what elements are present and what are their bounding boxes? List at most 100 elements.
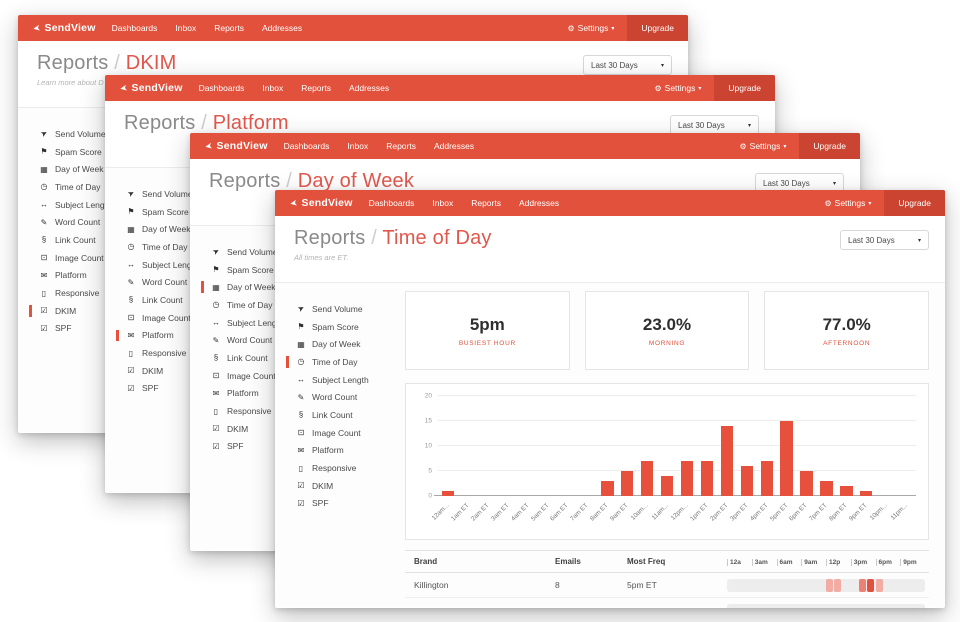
sidebar-item-platform[interactable]: ✉ Platform <box>296 442 405 460</box>
sidebar-item-day-of-week[interactable]: ▦ Day of Week <box>296 335 405 353</box>
nav-item-addresses[interactable]: Addresses <box>518 198 560 208</box>
sidebar-item-day-of-week[interactable]: ▦ Day of Week <box>126 220 235 238</box>
x-tick-label: 9pm ET <box>848 502 869 523</box>
sidebar-item-time-of-day[interactable]: ◷ Time of Day <box>211 296 320 314</box>
sidebar-item-link-count[interactable]: § Link Count <box>39 231 148 249</box>
sidebar-item-send-volume[interactable]: ➤ Send Volume <box>211 243 320 261</box>
brand-logo[interactable]: ➤ SendView <box>190 133 284 159</box>
sidebar-item-send-volume[interactable]: ➤ Send Volume <box>39 125 148 143</box>
breadcrumb-reports[interactable]: Reports <box>124 112 196 134</box>
nav-item-inbox[interactable]: Inbox <box>262 83 284 93</box>
sidebar-item-spam-score[interactable]: ⚑ Spam Score <box>211 261 320 279</box>
sidebar-item-responsive[interactable]: ▯ Responsive <box>39 284 148 302</box>
sidebar-item-time-of-day[interactable]: ◷ Time of Day <box>39 178 148 196</box>
nav-item-dashboards[interactable]: Dashboards <box>111 23 158 33</box>
sidebar-item-responsive[interactable]: ▯ Responsive <box>296 459 405 477</box>
sidebar-item-platform[interactable]: ✉ Platform <box>39 267 148 285</box>
sidebar-item-dkim[interactable]: ☑ DKIM <box>29 302 148 320</box>
nav-item-inbox[interactable]: Inbox <box>432 198 454 208</box>
nav-item-reports[interactable]: Reports <box>214 23 244 33</box>
sidebar-item-label: Time of Day <box>227 299 273 310</box>
sidebar-item-spf[interactable]: ☑ SPF <box>39 320 148 338</box>
sidebar-item-responsive[interactable]: ▯ Responsive <box>211 402 320 420</box>
gear-icon: ⚙ <box>654 83 662 93</box>
nav-item-addresses[interactable]: Addresses <box>348 83 390 93</box>
sidebar-item-subject-length[interactable]: ↔ Subject Length <box>126 256 235 274</box>
sidebar-item-dkim[interactable]: ☑ DKIM <box>296 477 405 495</box>
settings-menu[interactable]: ⚙ Settings ▾ <box>811 190 884 216</box>
sidebar-item-send-volume[interactable]: ➤ Send Volume <box>296 300 405 318</box>
nav-item-dashboards[interactable]: Dashboards <box>283 141 330 151</box>
sidebar-item-link-count[interactable]: § Link Count <box>126 291 235 309</box>
sidebar-item-spam-score[interactable]: ⚑ Spam Score <box>39 143 148 161</box>
sidebar-item-label: Responsive <box>55 288 100 299</box>
sidebar-item-time-of-day[interactable]: ◷ Time of Day <box>126 238 235 256</box>
sidebar-item-subject-length[interactable]: ↔ Subject Length <box>211 314 320 332</box>
sidebar-item-label: Spam Score <box>142 206 189 217</box>
sidebar-item-image-count[interactable]: ⊡ Image Count <box>39 249 148 267</box>
sidebar-item-word-count[interactable]: ✎ Word Count <box>296 388 405 406</box>
brand-logo[interactable]: ➤ SendView <box>18 15 112 41</box>
breadcrumb-reports[interactable]: Reports <box>37 52 109 74</box>
upgrade-button[interactable]: Upgrade <box>627 15 688 41</box>
settings-menu[interactable]: ⚙ Settings ▾ <box>641 75 714 101</box>
sidebar-item-platform[interactable]: ✉ Platform <box>211 385 320 403</box>
sidebar-item-dkim[interactable]: ☑ DKIM <box>126 362 235 380</box>
sidebar-item-time-of-day[interactable]: ◷ Time of Day <box>286 353 405 371</box>
sidebar-item-image-count[interactable]: ⊡ Image Count <box>211 367 320 385</box>
bar-slot <box>896 396 916 496</box>
sidebar-item-word-count[interactable]: ✎ Word Count <box>211 331 320 349</box>
bar-slot <box>597 396 617 496</box>
sidebar-item-subject-length[interactable]: ↔ Subject Length <box>39 196 148 214</box>
nav-item-inbox[interactable]: Inbox <box>347 141 369 151</box>
settings-menu[interactable]: ⚙ Settings ▾ <box>554 15 627 41</box>
sidebar-item-word-count[interactable]: ✎ Word Count <box>39 213 148 231</box>
sidebar-item-link-count[interactable]: § Link Count <box>211 349 320 367</box>
sidebar-item-dkim[interactable]: ☑ DKIM <box>211 420 320 438</box>
primary-nav: Dashboards Inbox Reports Addresses <box>112 15 303 41</box>
sidebar-item-label: Link Count <box>55 234 96 245</box>
sidebar-item-day-of-week[interactable]: ▦ Day of Week <box>201 278 320 296</box>
brand-logo[interactable]: ➤ SendView <box>105 75 199 101</box>
settings-menu[interactable]: ⚙ Settings ▾ <box>726 133 799 159</box>
sidebar-item-label: Spam Score <box>227 264 274 275</box>
sidebar-item-send-volume[interactable]: ➤ Send Volume <box>126 185 235 203</box>
upgrade-button[interactable]: Upgrade <box>884 190 945 216</box>
x-tick-label: 3am ET <box>489 502 511 523</box>
nav-item-reports[interactable]: Reports <box>301 83 331 93</box>
bar-slot <box>458 396 478 496</box>
caret-down-icon: ▾ <box>611 25 615 32</box>
nav-item-inbox[interactable]: Inbox <box>175 23 197 33</box>
sidebar-item-spf[interactable]: ☑ SPF <box>296 495 405 513</box>
sidebar-item-image-count[interactable]: ⊡ Image Count <box>126 309 235 327</box>
nav-item-addresses[interactable]: Addresses <box>433 141 475 151</box>
sidebar-item-spf[interactable]: ☑ SPF <box>211 438 320 456</box>
bar-9am-et <box>621 471 634 496</box>
brand-logo[interactable]: ➤ SendView <box>275 190 369 216</box>
nav-item-addresses[interactable]: Addresses <box>261 23 303 33</box>
nav-item-dashboards[interactable]: Dashboards <box>368 198 415 208</box>
period-dropdown[interactable]: Last 30 Days ▾ <box>583 55 672 75</box>
sidebar-item-day-of-week[interactable]: ▦ Day of Week <box>39 160 148 178</box>
upgrade-button[interactable]: Upgrade <box>799 133 860 159</box>
breadcrumb-reports[interactable]: Reports <box>294 227 366 249</box>
sidebar-item-subject-length[interactable]: ↔ Subject Length <box>296 371 405 389</box>
period-dropdown[interactable]: Last 30 Days ▾ <box>840 230 929 250</box>
upgrade-button[interactable]: Upgrade <box>714 75 775 101</box>
sidebar-item-image-count[interactable]: ⊡ Image Count <box>296 424 405 442</box>
chart-x-axis-labels: 12am... 1am ET 2am ET 3am ET 4am ET 5am ET 6am… <box>431 498 916 536</box>
sidebar-item-platform[interactable]: ✉ Platform <box>116 327 235 345</box>
sidebar-item-spf[interactable]: ☑ SPF <box>126 380 235 398</box>
sidebar-item-label: Link Count <box>227 352 268 363</box>
nav-item-dashboards[interactable]: Dashboards <box>198 83 245 93</box>
sidebar-item-responsive[interactable]: ▯ Responsive <box>126 344 235 362</box>
sidebar-item-spam-score[interactable]: ⚑ Spam Score <box>126 203 235 221</box>
sidebar-item-link-count[interactable]: § Link Count <box>296 406 405 424</box>
arrows-h-icon: ↔ <box>212 318 220 328</box>
period-dropdown[interactable]: Last 30 Days ▾ <box>670 115 759 135</box>
sidebar-item-word-count[interactable]: ✎ Word Count <box>126 273 235 291</box>
sidebar-item-spam-score[interactable]: ⚑ Spam Score <box>296 318 405 336</box>
nav-item-reports[interactable]: Reports <box>386 141 416 151</box>
nav-item-reports[interactable]: Reports <box>471 198 501 208</box>
breadcrumb-reports[interactable]: Reports <box>209 170 281 192</box>
